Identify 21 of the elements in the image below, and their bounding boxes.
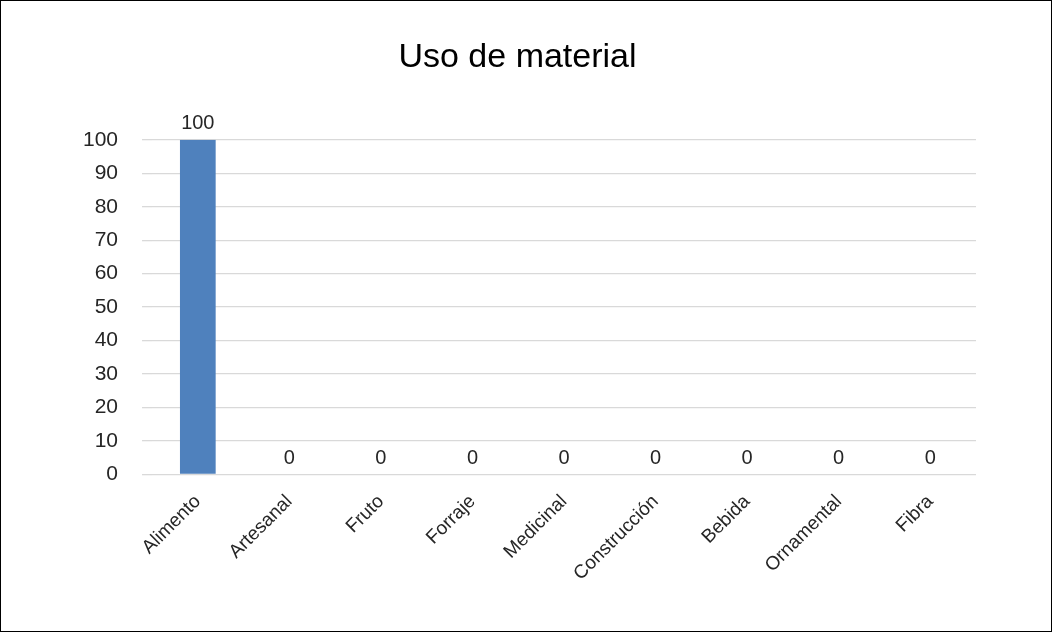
y-tick-label: 100 [82, 126, 119, 150]
data-label: 0 [466, 445, 479, 468]
data-label: 0 [924, 445, 936, 468]
y-tick-label: 80 [94, 193, 119, 217]
y-tick-label: 20 [94, 394, 119, 418]
y-tick-label: 40 [94, 327, 119, 351]
y-tick-label: 60 [94, 260, 119, 284]
y-tick-label: 10 [94, 427, 119, 451]
data-label: 0 [650, 445, 662, 468]
data-label: 0 [558, 445, 570, 468]
y-tick-label: 30 [94, 360, 119, 384]
y-tick-label: 0 [106, 461, 119, 485]
chart-title: Uso de material [398, 35, 637, 74]
data-label: 0 [375, 445, 387, 468]
data-label: 0 [741, 445, 753, 468]
y-tick-label: 90 [94, 160, 119, 184]
y-tick-label: 70 [94, 227, 119, 250]
data-label: 0 [283, 445, 295, 468]
y-tick-label: 50 [94, 293, 119, 317]
data-label: 0 [833, 445, 845, 468]
data-label: 100 [181, 111, 215, 134]
